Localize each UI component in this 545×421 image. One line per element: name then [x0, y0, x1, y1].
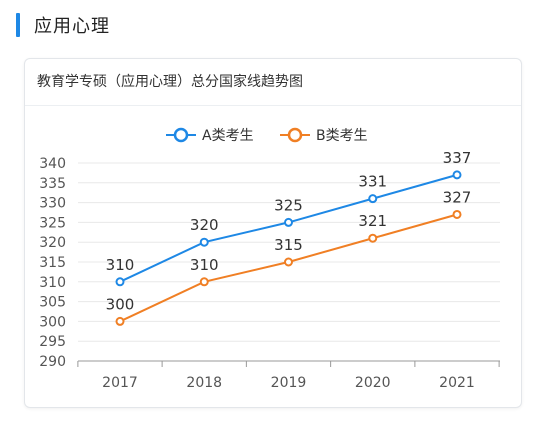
legend-label: A类考生	[202, 128, 254, 144]
section-accent-bar	[16, 13, 20, 37]
legend-marker	[173, 127, 189, 143]
data-point	[368, 233, 378, 243]
data-label: 327	[443, 188, 472, 206]
data-point	[115, 277, 125, 287]
legend-marker	[287, 127, 303, 143]
y-tick-label: 320	[39, 235, 66, 251]
y-tick-label: 300	[39, 314, 66, 330]
data-label: 315	[274, 236, 303, 254]
data-point	[115, 316, 125, 326]
data-point	[284, 217, 293, 227]
y-tick-label: 290	[39, 354, 66, 370]
x-tick-label: 2019	[271, 375, 307, 391]
data-point	[452, 170, 462, 180]
section-header: 应用心理	[16, 10, 110, 40]
data-label: 300	[106, 295, 135, 313]
data-point	[199, 237, 209, 247]
section-title: 应用心理	[34, 16, 110, 37]
data-label: 310	[106, 256, 135, 274]
x-tick-label: 2017	[102, 375, 138, 391]
chart-card: 教育学专硕（应用心理）总分国家线趋势图	[24, 58, 522, 408]
y-tick-label: 325	[39, 215, 66, 231]
y-tick-label: 315	[39, 255, 66, 271]
y-tick-label: 295	[39, 334, 66, 350]
data-label: 337	[443, 149, 472, 167]
data-label: 320	[190, 216, 219, 234]
y-tick-label: 340	[39, 156, 66, 172]
data-label: 331	[358, 173, 387, 191]
x-tick-label: 2020	[355, 375, 391, 391]
data-point	[199, 277, 209, 287]
data-point	[452, 209, 462, 219]
series-line-b	[119, 213, 458, 323]
x-tick-label: 2021	[439, 375, 475, 391]
y-tick-label: 305	[39, 295, 66, 311]
x-tick-label: 2018	[186, 375, 222, 391]
y-tick-label: 330	[39, 196, 66, 212]
y-tick-label: 310	[39, 275, 66, 291]
y-tick-label: 335	[39, 176, 66, 192]
data-label: 321	[358, 212, 387, 230]
chart-title: 教育学专硕（应用心理）总分国家线趋势图	[25, 59, 521, 106]
data-label: 310	[190, 256, 219, 274]
data-label: 325	[274, 196, 303, 214]
data-point	[284, 257, 293, 267]
legend-label: B类考生	[316, 128, 368, 144]
data-point	[368, 194, 378, 204]
